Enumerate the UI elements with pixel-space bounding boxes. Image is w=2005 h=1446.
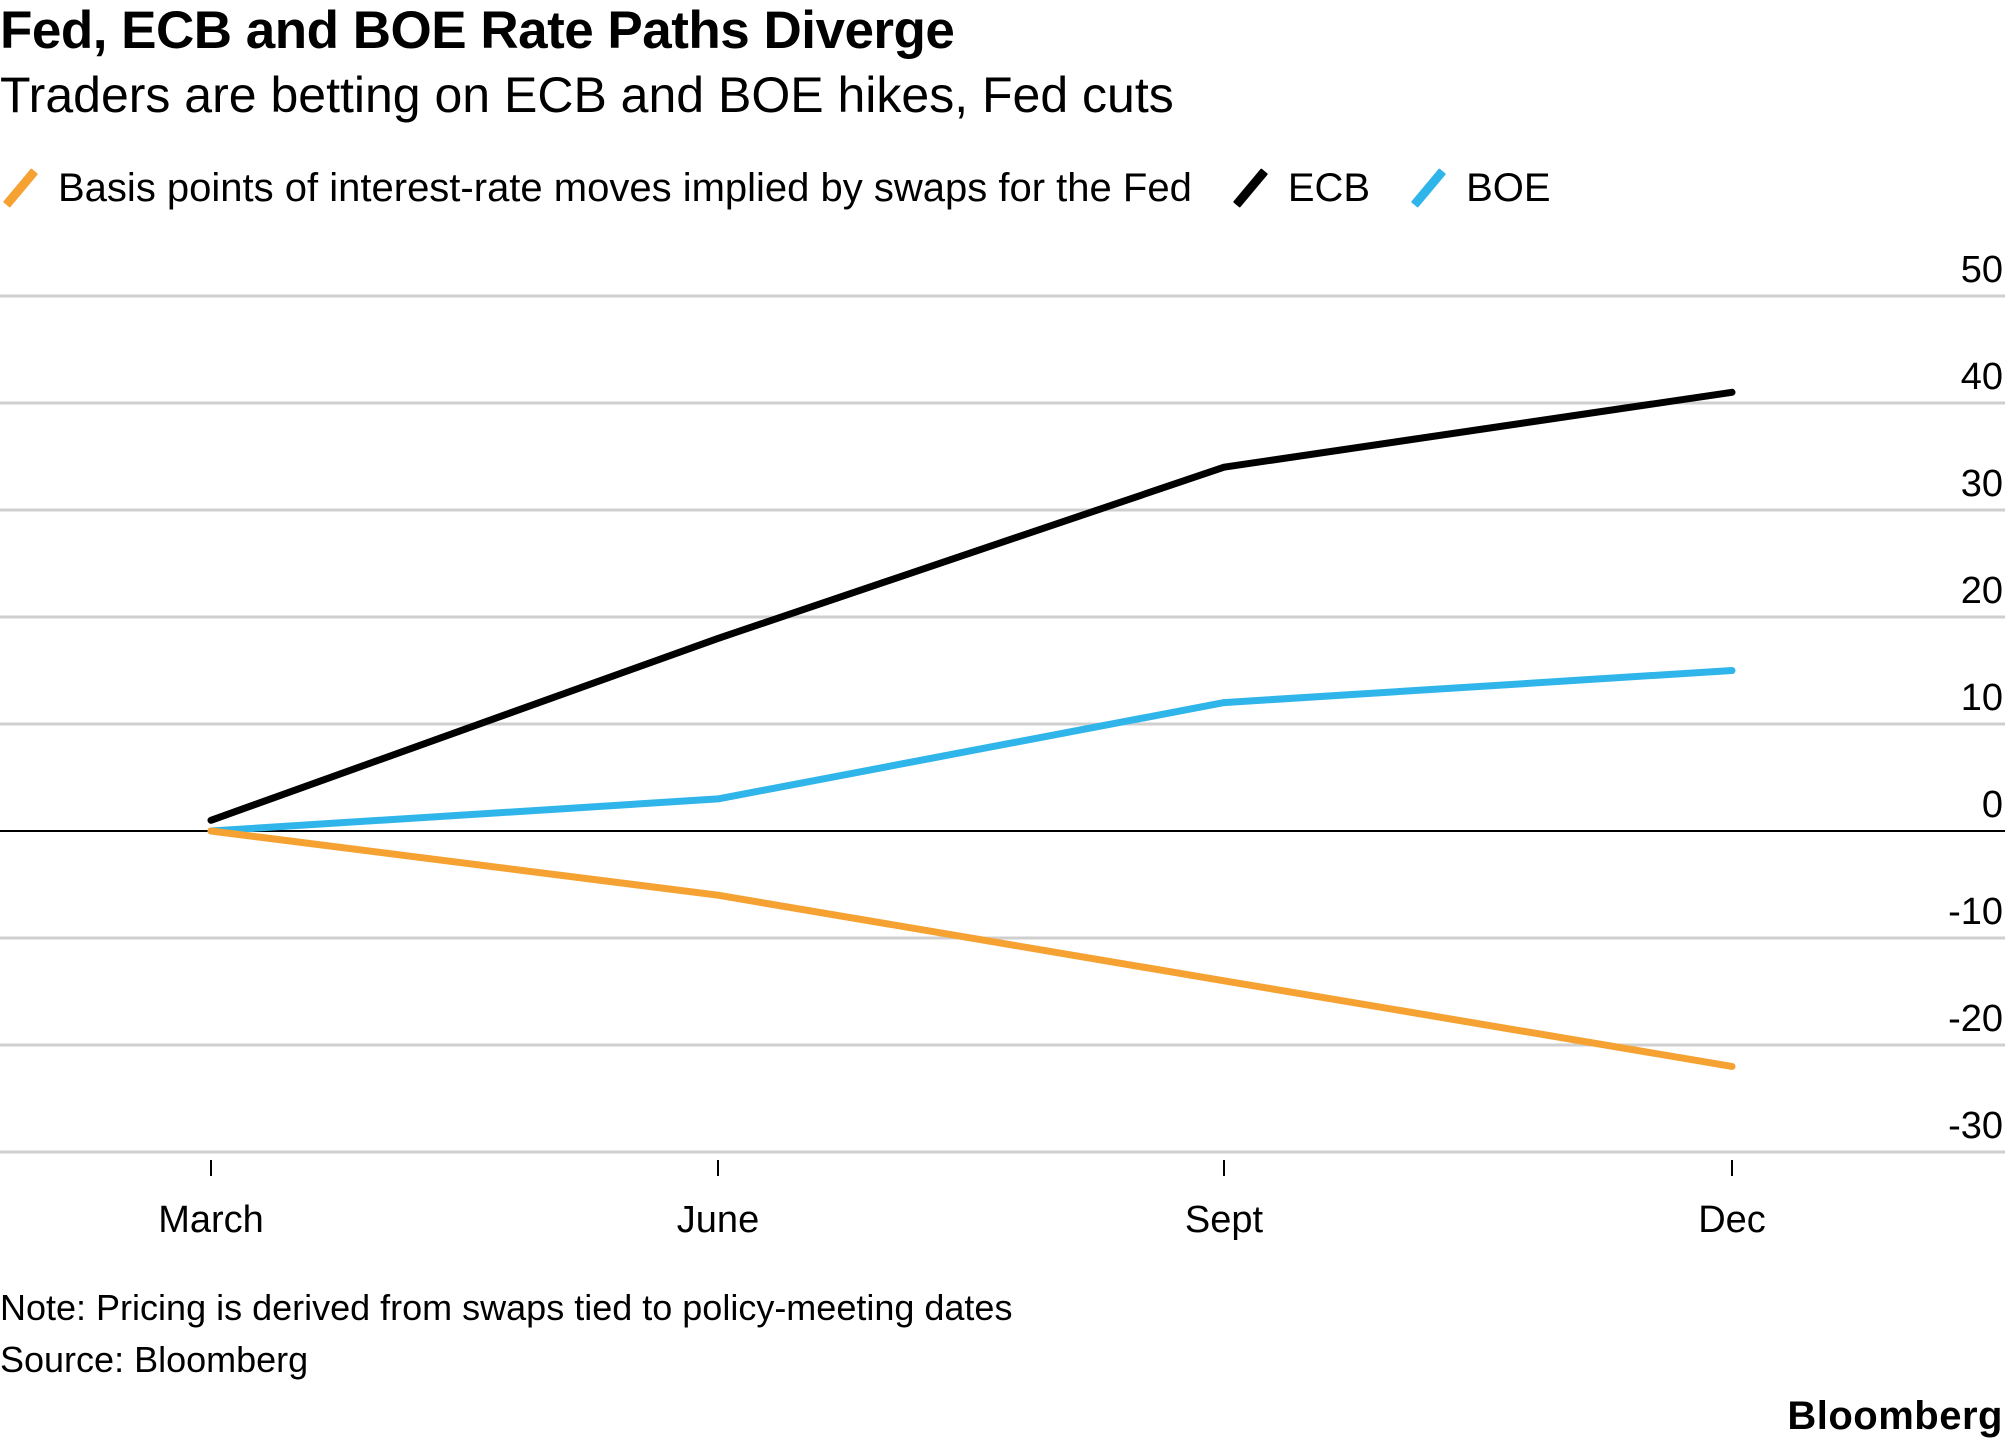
legend-label-ecb: ECB [1287, 165, 1371, 210]
chart-title: Fed, ECB and BOE Rate Paths Diverge [0, 1, 955, 60]
y-tick-label: -10 [1948, 891, 2003, 933]
x-tick-label: Dec [1698, 1199, 1766, 1241]
chart-subtitle: Traders are betting on ECB and BOE hikes… [0, 67, 1174, 123]
legend-item-ecb: ECB [1230, 166, 1370, 211]
y-tick-label: -30 [1948, 1105, 2003, 1147]
y-axis: 50 40 30 20 10 0 -10 -20 -30 [1948, 249, 2003, 1147]
x-tick-label: Sept [1185, 1199, 1264, 1241]
legend-label-fed: Basis points of interest-rate moves impl… [58, 165, 1192, 210]
legend: Basis points of interest-rate moves impl… [0, 160, 1589, 216]
series-line-ecb [207, 388, 1736, 824]
legend-label-boe: BOE [1466, 165, 1551, 210]
x-axis: March June Sept Dec [158, 1160, 1766, 1241]
y-tick-label: 30 [1961, 463, 2003, 505]
bloomberg-logo: Bloomberg [1787, 1394, 2003, 1438]
y-tick-label: -20 [1948, 998, 2003, 1040]
y-tick-label: 0 [1982, 784, 2003, 826]
chart-note: Note: Pricing is derived from swaps tied… [0, 1287, 1013, 1328]
chart-source: Source: Bloomberg [0, 1339, 309, 1380]
x-tick-label: June [677, 1199, 759, 1241]
y-tick-label: 20 [1961, 570, 2003, 612]
x-tick-label: March [158, 1199, 264, 1241]
series-lines [207, 388, 1736, 1070]
legend-item-fed: Basis points of interest-rate moves impl… [0, 166, 1192, 211]
series-line-boe [207, 667, 1736, 835]
y-tick-label: 40 [1961, 356, 2003, 398]
series-line-fed [207, 827, 1736, 1070]
gridlines [0, 294, 2005, 1154]
y-tick-label: 50 [1961, 249, 2003, 291]
legend-item-boe: BOE [1408, 166, 1550, 211]
y-tick-label: 10 [1961, 677, 2003, 719]
